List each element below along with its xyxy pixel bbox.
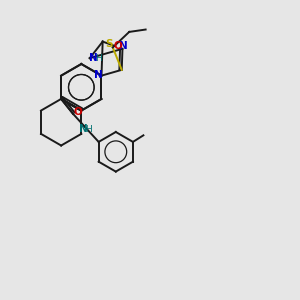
Text: O: O (114, 41, 123, 51)
Text: N: N (119, 41, 128, 51)
Text: N: N (79, 124, 87, 134)
Text: S: S (105, 40, 113, 50)
Text: H: H (95, 54, 102, 63)
Text: N: N (94, 70, 102, 80)
Text: O: O (73, 107, 82, 117)
Text: H: H (85, 125, 92, 134)
Text: N: N (89, 52, 98, 63)
